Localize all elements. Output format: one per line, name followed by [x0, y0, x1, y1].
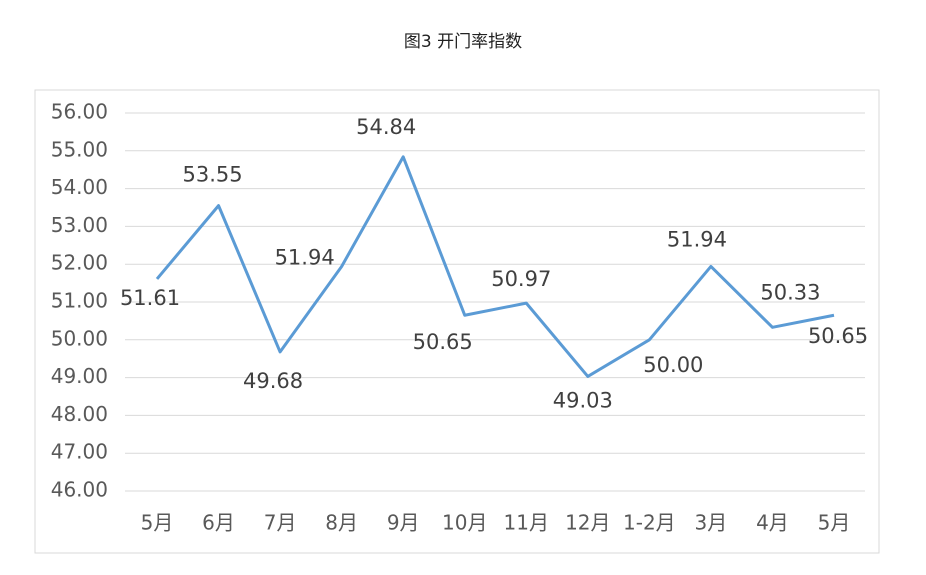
x-tick-label: 7月 [264, 511, 297, 535]
y-tick-label: 48.00 [51, 402, 108, 426]
data-label: 50.33 [760, 280, 820, 304]
x-tick-label: 11月 [504, 511, 549, 535]
x-tick-label: 4月 [756, 511, 789, 535]
data-label: 49.68 [243, 369, 303, 393]
data-label: 51.94 [275, 245, 335, 269]
data-label: 51.61 [120, 286, 180, 310]
data-label: 53.55 [182, 163, 242, 187]
chart-frame [34, 89, 880, 554]
y-tick-label: 47.00 [51, 440, 108, 464]
x-tick-label: 1-2月 [623, 511, 676, 535]
y-tick-label: 49.00 [51, 364, 108, 388]
x-tick-label: 3月 [695, 511, 728, 535]
data-label: 50.65 [808, 324, 868, 348]
data-label: 50.97 [491, 267, 551, 291]
x-tick-label: 5月 [141, 511, 174, 535]
x-tick-label: 10月 [442, 511, 487, 535]
data-label: 54.84 [356, 115, 416, 139]
x-tick-label: 12月 [565, 511, 610, 535]
data-label: 49.03 [553, 388, 613, 412]
x-tick-label: 9月 [387, 511, 420, 535]
y-tick-label: 53.00 [51, 213, 108, 237]
y-tick-label: 56.00 [51, 100, 108, 124]
data-line [155, 155, 835, 378]
data-label: 50.00 [643, 353, 703, 377]
data-label: 50.65 [413, 330, 473, 354]
y-tick-label: 55.00 [51, 137, 108, 161]
x-tick-label: 5月 [818, 511, 851, 535]
y-tick-label: 46.00 [51, 478, 108, 502]
x-tick-label: 8月 [325, 511, 358, 535]
y-tick-label: 52.00 [51, 251, 108, 275]
y-tick-label: 51.00 [51, 289, 108, 313]
chart-title: 图3 开门率指数 [404, 32, 522, 52]
x-tick-label: 6月 [202, 511, 235, 535]
data-label: 51.94 [667, 227, 727, 251]
y-tick-label: 50.00 [51, 326, 108, 350]
y-tick-label: 54.00 [51, 175, 108, 199]
